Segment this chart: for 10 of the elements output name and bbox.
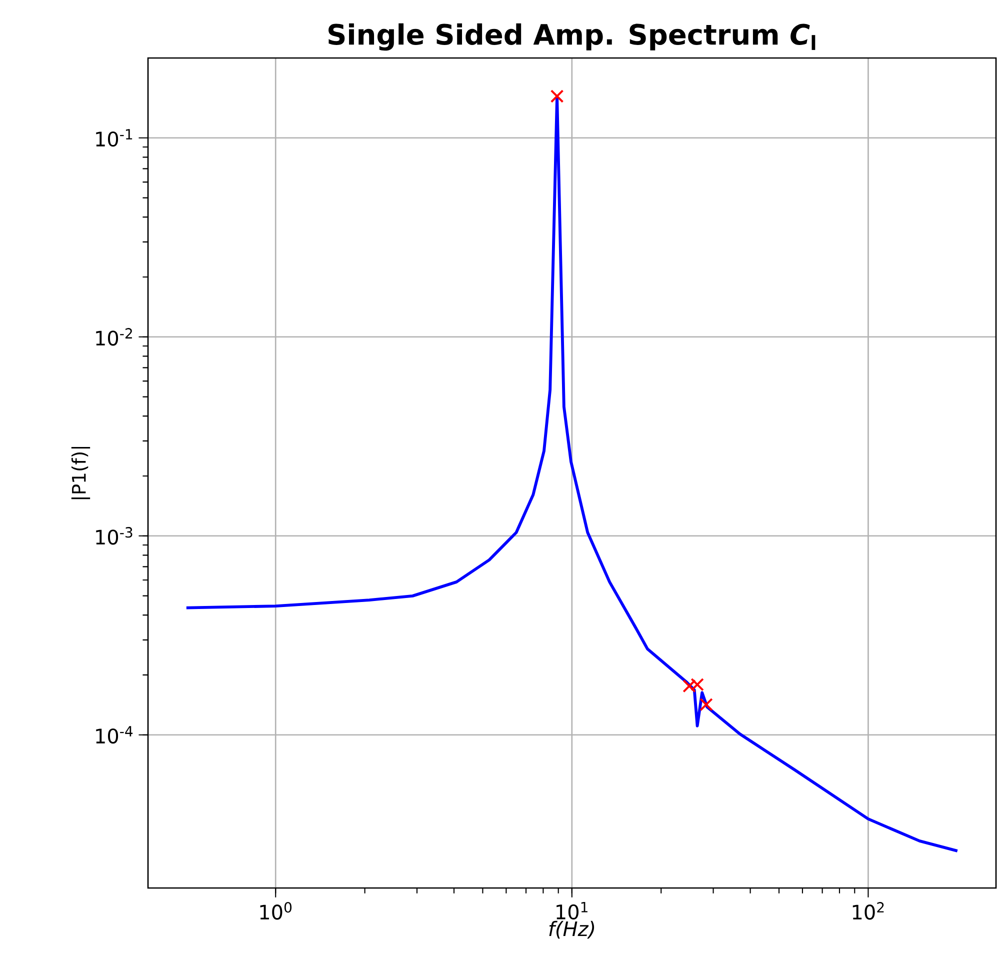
x-axis-title: f(Hz) [549,920,594,939]
y-tick-label: 10$^{-4}$ [96,726,133,744]
chart-title: Single Sided Amp. Spectrum C$_{l}$ [328,23,816,51]
y-axis-title: |P1(f)| [71,446,90,500]
x-tick-label: 10$^{2}$ [852,902,884,920]
y-tick-label: 10$^{-1}$ [96,129,132,147]
y-tick-label: 10$^{-3}$ [96,527,132,545]
y-tick-label: 10$^{-2}$ [96,328,132,346]
x-tick-label: 10$^{1}$ [556,902,588,920]
x-tick-label: 10$^{0}$ [260,902,292,920]
